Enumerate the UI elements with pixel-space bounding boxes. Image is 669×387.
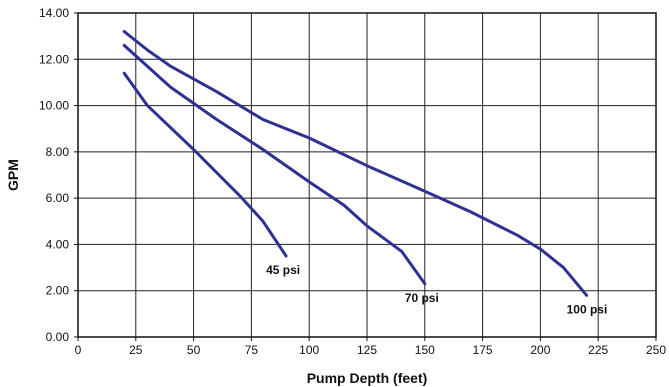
y-axis-ticks: 0.00 2.00 4.00 6.00 8.00 10.00 12.00 14.00	[39, 6, 78, 344]
y-tick-label: 0.00	[46, 330, 70, 344]
x-tick-label: 0	[75, 343, 82, 357]
series-label: 100 psi	[567, 302, 608, 316]
x-tick-label: 125	[357, 343, 377, 357]
series-line	[122, 71, 288, 258]
series-labels: 45 psi 70 psi 100 psi	[266, 263, 607, 316]
x-tick-label: 175	[473, 343, 493, 357]
series-lines	[122, 30, 589, 297]
x-tick-label: 200	[530, 343, 550, 357]
y-tick-label: 6.00	[46, 191, 70, 205]
y-tick-label: 10.00	[39, 99, 69, 113]
x-tick-label: 150	[415, 343, 435, 357]
series-line	[122, 43, 427, 286]
y-tick-label: 2.00	[46, 284, 70, 298]
y-axis-title: GPM	[5, 159, 21, 191]
series-label: 45 psi	[266, 263, 300, 277]
y-tick-label: 14.00	[39, 6, 69, 20]
x-tick-label: 75	[245, 343, 259, 357]
x-tick-label: 50	[187, 343, 201, 357]
series-label: 70 psi	[405, 291, 439, 305]
x-tick-label: 225	[588, 343, 608, 357]
x-axis-title: Pump Depth (feet)	[307, 370, 428, 386]
x-axis-ticks: 0 25 50 75 100 125 150 175 200 225 250	[75, 337, 666, 357]
x-tick-label: 25	[129, 343, 143, 357]
series-line	[122, 30, 589, 297]
y-tick-label: 12.00	[39, 52, 69, 66]
y-tick-label: 8.00	[46, 145, 70, 159]
y-tick-label: 4.00	[46, 237, 70, 251]
x-tick-label: 250	[646, 343, 666, 357]
x-tick-label: 100	[299, 343, 319, 357]
